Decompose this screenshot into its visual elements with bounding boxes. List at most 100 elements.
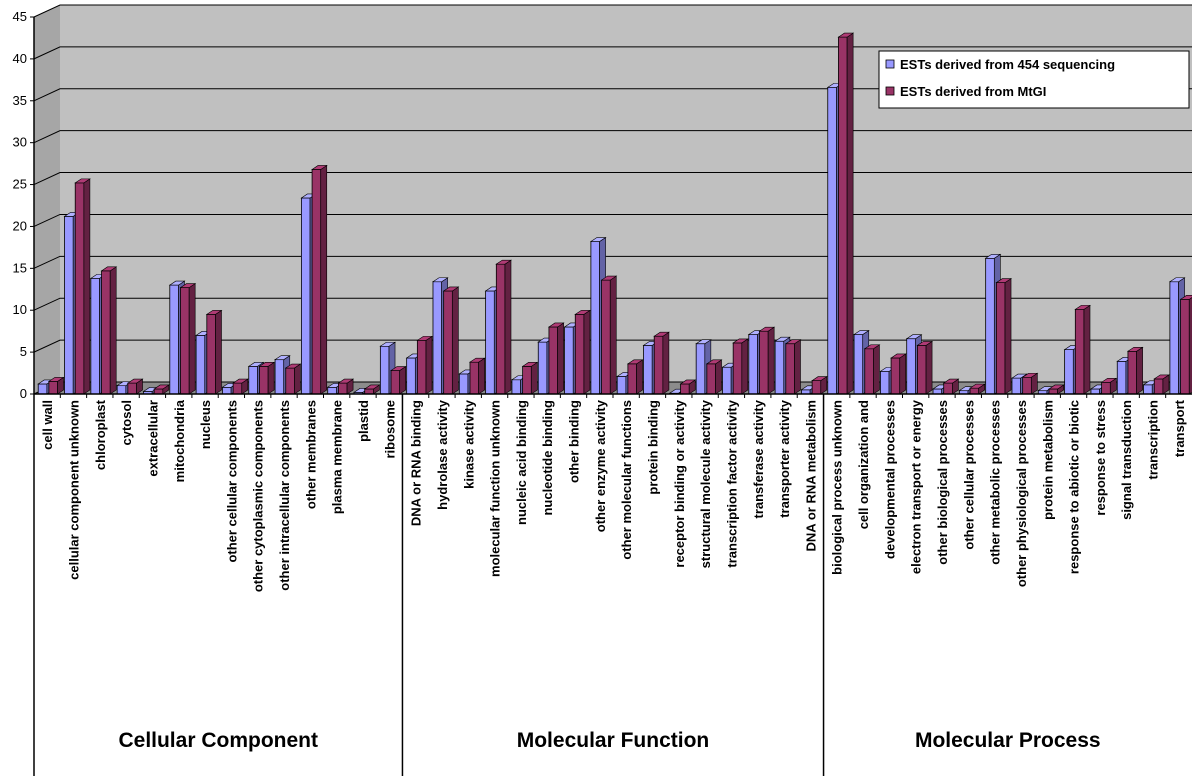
bar-front xyxy=(169,284,179,395)
x-tick-label: electron transport or energy xyxy=(909,399,924,574)
bar xyxy=(284,363,302,395)
bar-top xyxy=(1100,377,1118,383)
bar-front xyxy=(969,387,980,395)
bar xyxy=(363,384,381,395)
bar-top xyxy=(521,362,539,367)
bar-top xyxy=(416,336,434,341)
bar xyxy=(232,378,249,395)
x-tick-label: other cellular processes xyxy=(961,400,976,550)
bar-front xyxy=(811,380,822,395)
bar xyxy=(337,378,355,395)
bar-top xyxy=(153,384,170,390)
x-tick-label: response to abiotic or biotic xyxy=(1067,400,1082,574)
bar-side xyxy=(609,275,617,395)
x-tick-label: other intracellular components xyxy=(277,400,292,591)
bar-front xyxy=(732,342,743,395)
bar-side xyxy=(1188,297,1192,395)
x-tick-label: transcription factor activity xyxy=(724,399,739,567)
bar-front xyxy=(1011,377,1022,395)
bar-front xyxy=(285,367,295,395)
bar-front xyxy=(748,334,758,395)
bar-side xyxy=(452,286,459,395)
x-tick-label: transferase activity xyxy=(751,399,766,518)
gridline xyxy=(33,88,1192,102)
plot-side-wall xyxy=(34,5,60,394)
bar-top xyxy=(774,336,791,342)
bar-top xyxy=(258,362,276,367)
bar-front xyxy=(259,365,269,395)
bar-front xyxy=(1101,381,1111,395)
bar-top xyxy=(205,310,223,315)
bar-front xyxy=(232,382,243,395)
bar-front xyxy=(379,345,390,395)
bar-front xyxy=(548,326,559,395)
x-tick-label: nucleic acid binding xyxy=(514,400,529,525)
bar-front xyxy=(300,197,311,395)
bar-side xyxy=(899,353,907,395)
bar-front xyxy=(432,281,443,395)
bar-side xyxy=(715,359,722,395)
bar-top xyxy=(1179,295,1192,300)
bar xyxy=(653,331,670,395)
bar-front xyxy=(838,36,848,395)
bar xyxy=(126,378,144,395)
legend-label-series-1: ESTs derived from 454 sequencing xyxy=(900,57,1115,72)
bar xyxy=(547,322,565,395)
bar-front xyxy=(180,287,190,395)
bar-front xyxy=(1169,281,1179,395)
bar-top xyxy=(379,341,397,347)
bar-front xyxy=(890,357,901,395)
bar-front xyxy=(627,363,637,395)
x-tick-label: receptor binding or activity xyxy=(672,399,687,567)
x-tick-label: cell wall xyxy=(40,400,55,450)
gridline xyxy=(33,339,1192,353)
bar-side xyxy=(188,283,196,395)
bar-front xyxy=(616,376,627,395)
x-tick-label: DNA or RNA metabolism xyxy=(803,400,818,551)
bar-top xyxy=(126,378,144,384)
bar xyxy=(837,32,855,395)
gridline xyxy=(33,46,1192,60)
group-labels: Cellular Component Molecular Function Mole… xyxy=(33,394,1101,776)
bar-side xyxy=(320,164,328,395)
bar-side xyxy=(531,361,538,395)
x-tick-label: other membranes xyxy=(303,400,318,509)
bar-top xyxy=(247,362,265,367)
bar-front xyxy=(995,282,1006,395)
x-tick-label: other cytoplasmic components xyxy=(251,400,266,592)
bar-side xyxy=(215,309,222,395)
bar-front xyxy=(574,314,585,395)
bar xyxy=(1100,377,1118,395)
bar-front xyxy=(485,290,495,395)
bar xyxy=(153,384,170,395)
bar xyxy=(863,344,881,395)
bar xyxy=(442,286,460,395)
bar-top xyxy=(1010,373,1028,379)
bar-front xyxy=(511,379,522,395)
bar-side xyxy=(636,359,643,395)
gridline xyxy=(33,255,1192,269)
y-tick-label: 15 xyxy=(13,260,27,275)
x-tick-label: cellular component unknown xyxy=(66,400,81,580)
bar-side xyxy=(557,322,564,395)
bar-front xyxy=(101,270,111,395)
bar-side xyxy=(1136,346,1143,395)
legend-swatch-series-1 xyxy=(885,59,895,69)
bar xyxy=(916,340,934,395)
x-tick-label: transporter activity xyxy=(777,399,792,518)
bar-top xyxy=(1021,372,1039,378)
group-label: Molecular Function xyxy=(517,729,710,752)
bar-top xyxy=(1153,374,1170,380)
bar-front xyxy=(1048,388,1059,395)
bar xyxy=(205,309,223,395)
bar-front xyxy=(364,388,374,395)
bar xyxy=(732,338,749,395)
x-tick-label: transport xyxy=(1172,399,1187,457)
bar-front xyxy=(1074,308,1085,395)
bar-front xyxy=(759,330,769,395)
bar xyxy=(1021,372,1039,395)
bar xyxy=(784,339,802,395)
bar-top xyxy=(1074,305,1091,310)
bar-top xyxy=(784,339,802,345)
bar-top xyxy=(758,326,776,332)
